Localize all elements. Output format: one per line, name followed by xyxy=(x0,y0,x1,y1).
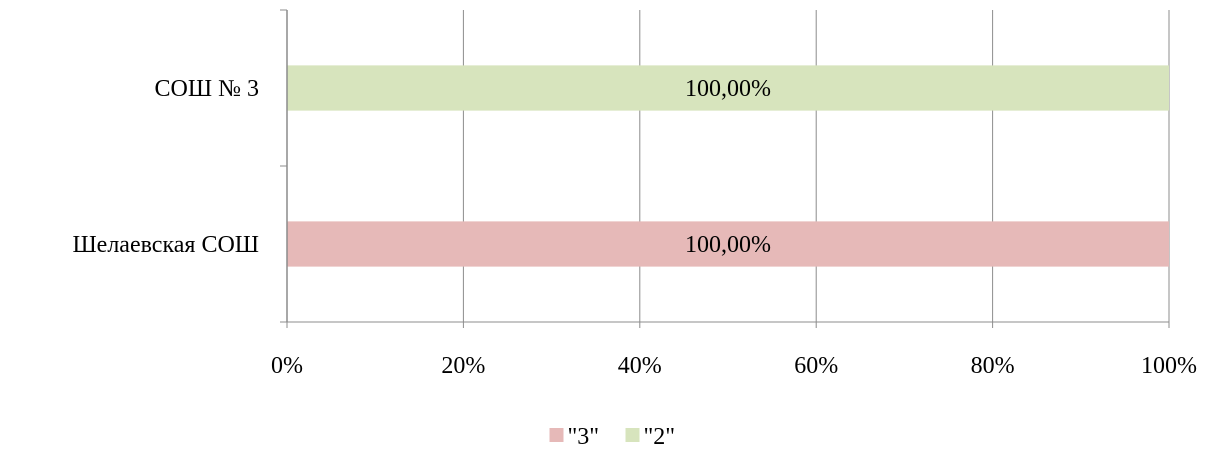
legend-label: "3" xyxy=(568,424,600,450)
gridlines xyxy=(462,10,1170,322)
bar xyxy=(287,221,1169,267)
data-label: 100,00% xyxy=(685,76,771,102)
legend-label: "2" xyxy=(644,424,676,450)
bar xyxy=(287,65,1169,111)
data-label: 100,00% xyxy=(685,232,771,258)
x-tick-label: 100% xyxy=(1141,353,1197,379)
y-category-label: СОШ № 3 xyxy=(155,76,259,102)
x-tick-label: 0% xyxy=(271,353,303,379)
legend-swatch xyxy=(625,428,640,442)
legend: "3" "2" xyxy=(549,424,676,450)
bars xyxy=(287,65,1169,267)
x-tick-label: 20% xyxy=(441,353,485,379)
y-category-label: Шелаевская СОШ xyxy=(72,232,259,258)
axes xyxy=(280,9,1170,328)
labels: 0% 20% 40% 60% 80% 100% Шелаевская СОШ 100,00% С… xyxy=(72,76,1197,379)
x-tick-label: 60% xyxy=(794,353,838,379)
legend-swatch xyxy=(549,428,564,442)
x-tick-label: 80% xyxy=(971,353,1015,379)
x-tick-label: 40% xyxy=(618,353,662,379)
